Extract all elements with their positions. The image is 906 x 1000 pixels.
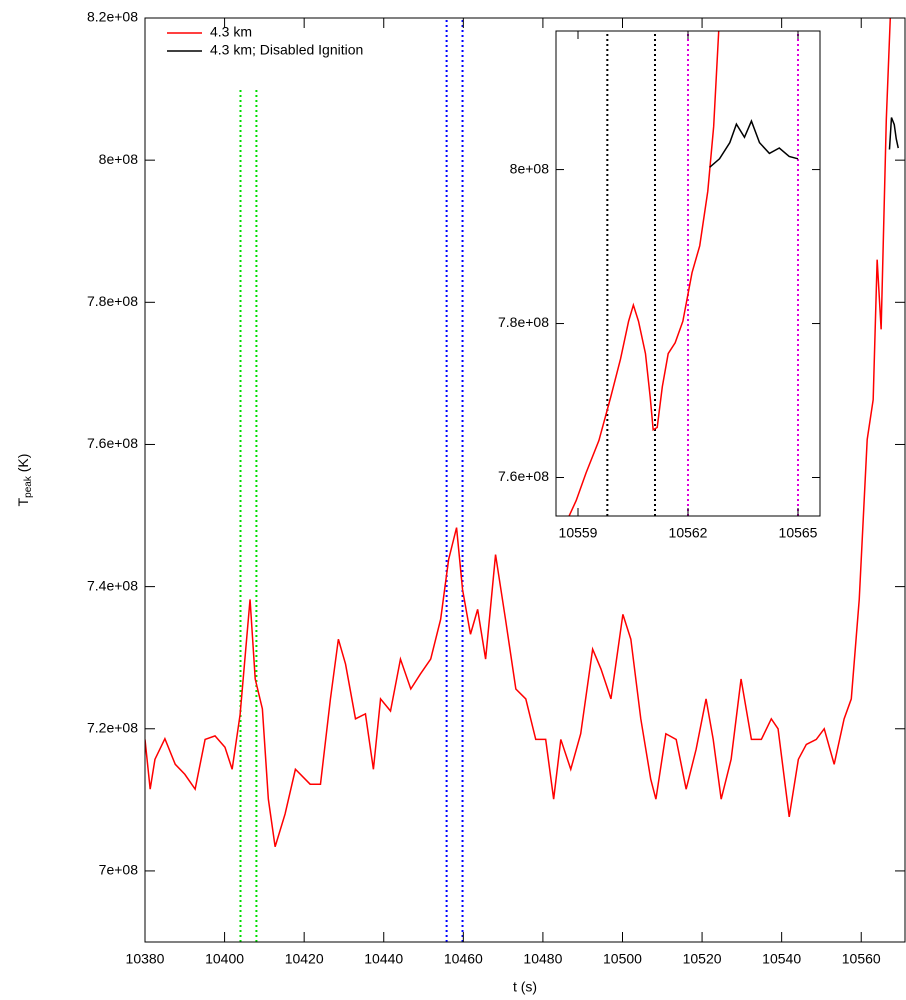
x-tick-label: 10480: [523, 951, 562, 967]
legend-label: 4.3 km; Disabled Ignition: [210, 42, 363, 58]
plot-frame: [144, 17, 906, 943]
y-tick-label: 8e+08: [99, 151, 139, 167]
y-tick-label: 7.8e+08: [498, 314, 549, 330]
y-tick-label: 7.4e+08: [87, 577, 138, 593]
x-tick-label: 10560: [842, 951, 881, 967]
y-tick-label: 8.2e+08: [87, 9, 138, 25]
x-tick-label: 10440: [364, 951, 403, 967]
y-label-main: T: [15, 497, 31, 506]
y-tick-label: 7.6e+08: [87, 435, 138, 451]
data-line: [568, 31, 720, 516]
x-tick-label: 10500: [603, 951, 642, 967]
plot-frame: [555, 30, 821, 517]
x-tick-label: 10460: [444, 951, 483, 967]
data-line: [888, 117, 899, 150]
plot-area: [556, 31, 820, 516]
x-tick-label: 10562: [669, 525, 708, 541]
x-axis-label: t (s): [513, 979, 537, 995]
y-tick-label: 7e+08: [99, 862, 139, 878]
y-tick-label: 7.6e+08: [498, 468, 549, 484]
x-tick-label: 10420: [285, 951, 324, 967]
x-tick-label: 10400: [205, 951, 244, 967]
data-line: [145, 18, 892, 847]
y-tick-label: 7.8e+08: [87, 293, 138, 309]
x-tick-label: 10540: [762, 951, 801, 967]
inset-plot: 10559 10562 10565 7.6e+08 7.8e+08 8e+08: [498, 30, 821, 541]
series-group: [568, 31, 799, 516]
legend-label: 4.3 km: [210, 24, 252, 40]
x-tick-label: 10565: [779, 525, 818, 541]
y-axis-label: Tpeak (K): [15, 454, 34, 507]
series-group: [145, 18, 899, 847]
x-tick-label: 10559: [559, 525, 598, 541]
x-tick-label: 10380: [126, 951, 165, 967]
data-line: [709, 119, 799, 168]
y-label-sub: peak: [23, 475, 34, 498]
y-tick-label: 8e+08: [510, 160, 550, 176]
x-tick-label: 10520: [683, 951, 722, 967]
y-label-unit: (K): [15, 454, 31, 477]
y-tick-label: 7.2e+08: [87, 719, 138, 735]
